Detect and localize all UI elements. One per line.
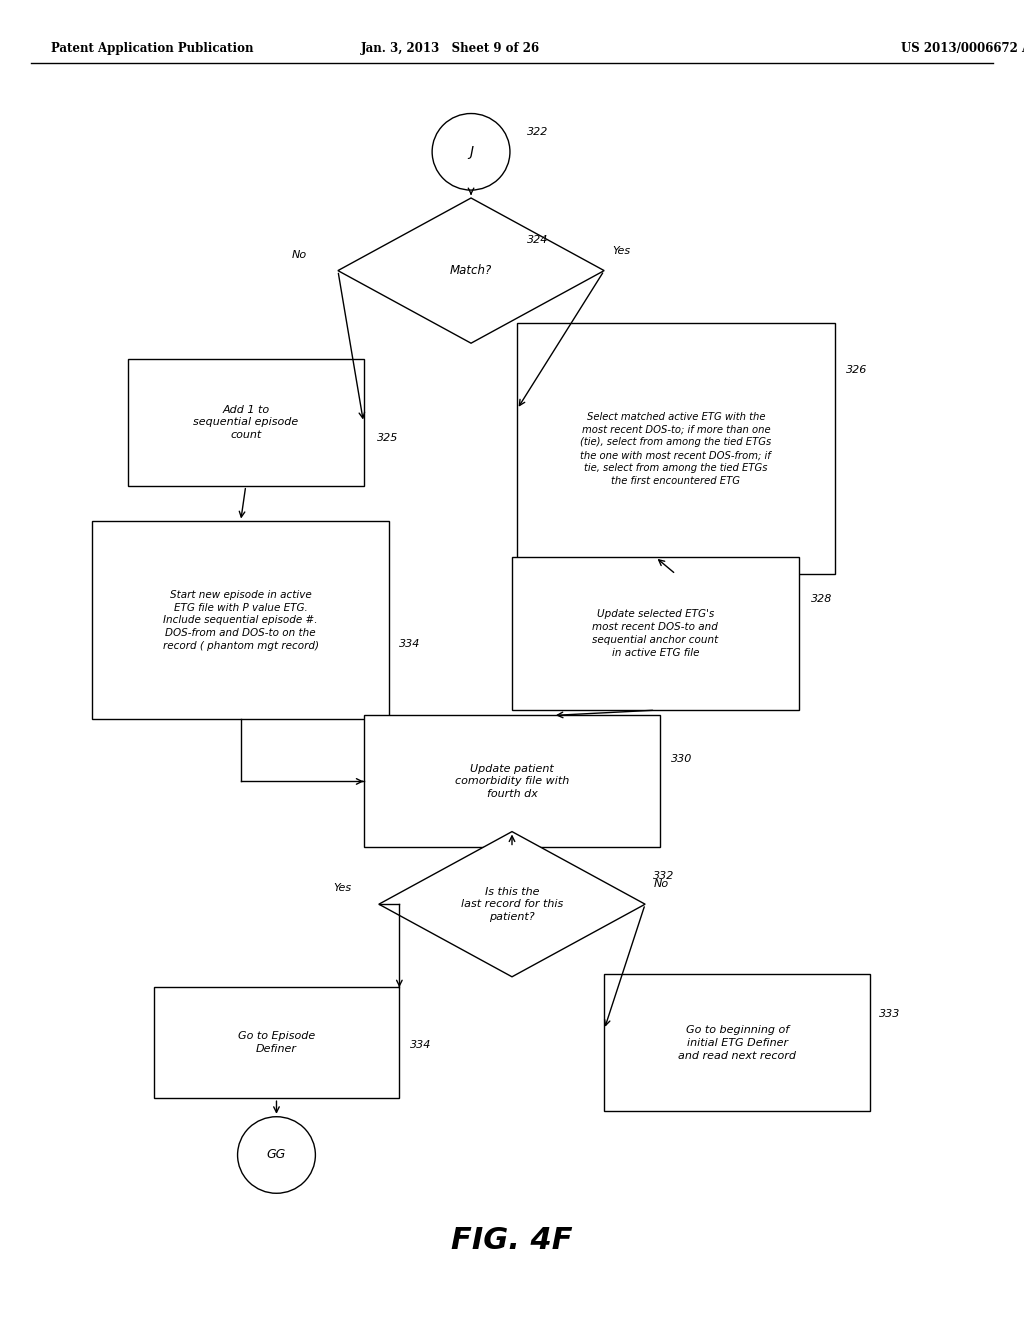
Text: GG: GG [267,1148,286,1162]
Text: Update patient
comorbidity file with
fourth dx: Update patient comorbidity file with fou… [455,764,569,799]
Text: 334: 334 [399,639,421,649]
Bar [517,323,835,574]
Ellipse shape [432,114,510,190]
Text: No: No [292,249,307,260]
Bar [154,987,399,1098]
Text: 324: 324 [527,235,549,246]
Text: Match?: Match? [450,264,493,277]
Bar [512,557,799,710]
Text: 330: 330 [671,754,692,764]
Text: J: J [469,145,473,158]
Text: 322: 322 [527,127,549,137]
Text: Go to Episode
Definer: Go to Episode Definer [238,1031,315,1055]
Text: Start new episode in active
ETG file with P value ETG.
Include sequential episod: Start new episode in active ETG file wit… [163,590,318,651]
Text: Patent Application Publication: Patent Application Publication [51,42,254,55]
Text: FIG. 4F: FIG. 4F [452,1226,572,1255]
Text: No: No [653,879,669,890]
Text: Yes: Yes [612,246,631,256]
Text: Add 1 to
sequential episode
count: Add 1 to sequential episode count [194,405,298,440]
Text: Update selected ETG's
most recent DOS-to and
sequential anchor count
in active E: Update selected ETG's most recent DOS-to… [592,610,719,657]
Text: US 2013/0006672 A1: US 2013/0006672 A1 [901,42,1024,55]
Ellipse shape [238,1117,315,1193]
Text: 326: 326 [846,364,867,375]
Bar [92,521,389,719]
Text: Yes: Yes [333,883,351,894]
Text: 325: 325 [377,433,398,444]
Polygon shape [338,198,604,343]
Text: 333: 333 [879,1008,900,1019]
Polygon shape [379,832,645,977]
Bar [128,359,364,486]
Text: 328: 328 [811,594,833,605]
Text: 334: 334 [410,1040,431,1051]
Text: Jan. 3, 2013   Sheet 9 of 26: Jan. 3, 2013 Sheet 9 of 26 [361,42,540,55]
Bar [604,974,870,1111]
Text: Is this the
last record for this
patient?: Is this the last record for this patient… [461,887,563,921]
Bar [364,715,660,847]
Text: Go to beginning of
initial ETG Definer
and read next record: Go to beginning of initial ETG Definer a… [678,1026,797,1060]
Text: Select matched active ETG with the
most recent DOS-to; if more than one
(tie), s: Select matched active ETG with the most … [581,412,771,486]
Text: 332: 332 [653,871,675,882]
